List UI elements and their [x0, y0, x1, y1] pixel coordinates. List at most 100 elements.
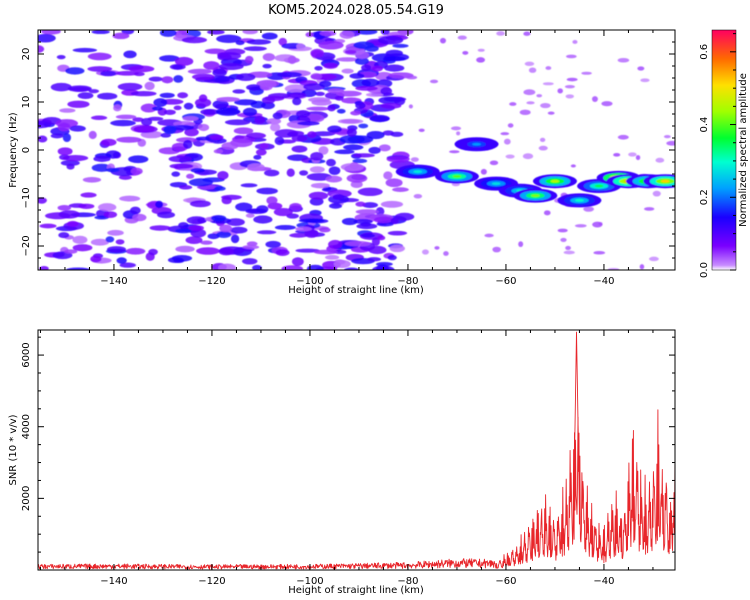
spectrogram-cell — [246, 39, 272, 45]
spectrogram-cell — [119, 262, 136, 268]
spectrogram-cell — [198, 94, 208, 103]
spectrogram-cell — [462, 50, 469, 55]
spectrogram-cell — [93, 155, 111, 162]
snr-x-tick-label: −120 — [198, 576, 225, 587]
spectrogram-cell — [106, 246, 127, 253]
spectrogram-cell — [355, 102, 366, 109]
spectrogram-cell — [175, 245, 195, 253]
spectrogram-cell — [505, 154, 515, 159]
spectrogram-cell — [536, 94, 543, 98]
spectrogram-cell — [113, 104, 122, 112]
spectrogram-cell — [197, 123, 210, 132]
spectrogram-cell — [87, 66, 113, 72]
spectrogram-cell — [355, 85, 378, 91]
spectrogram-cell — [311, 131, 336, 137]
spectrogram-cell — [350, 180, 363, 189]
spectrogram-cell — [39, 223, 57, 229]
spectrogram-cell — [179, 185, 193, 190]
spectrogram-cell — [59, 108, 76, 113]
spectrogram-cell — [389, 244, 405, 253]
spectrogram-cell — [286, 168, 295, 177]
spectrogram-x-tick-label: −80 — [397, 276, 418, 287]
spectrogram-cell — [390, 217, 399, 225]
spectrogram-cell — [328, 239, 343, 249]
spectrogram-ridge-cell — [491, 182, 501, 186]
spectrogram-cell — [422, 249, 429, 255]
spectrogram-cell — [241, 258, 258, 265]
spectrogram-cell — [666, 140, 675, 146]
spectrogram-cell — [369, 114, 390, 123]
spectrogram-ridge-cell — [575, 199, 584, 202]
spectrogram-cell — [116, 136, 142, 143]
spectrogram-cell — [289, 233, 308, 238]
spectrogram-cell — [287, 55, 297, 65]
spectrogram-cell — [378, 144, 391, 152]
spectrogram-cell — [334, 149, 355, 155]
spectrogram-y-tick-label: 0 — [21, 147, 32, 153]
spectrogram-cell — [457, 35, 467, 40]
spectrogram-cell — [413, 193, 423, 199]
spectrogram-cell — [323, 62, 338, 69]
spectrogram-cell — [57, 147, 73, 156]
spectrogram-cell — [173, 75, 184, 83]
spectrogram-cell — [613, 153, 621, 157]
spectrogram-cell — [236, 73, 256, 82]
spectrogram-cell — [160, 132, 172, 138]
spectrogram-cell — [635, 155, 641, 161]
spectrogram-cell — [344, 49, 357, 55]
spectrogram-cell — [663, 134, 671, 139]
spectrogram-cell — [325, 158, 336, 167]
snr-y-axis: 2000 4000 6000 — [21, 336, 675, 571]
spectrogram-cell — [132, 117, 144, 122]
spectrogram-cell — [62, 155, 89, 162]
spectrogram-cell — [601, 101, 613, 107]
spectrogram-cell — [118, 175, 132, 180]
spectrogram-cell — [319, 30, 337, 37]
snr-y-label: SNR (10 * v/v) — [8, 414, 19, 485]
spectrogram-cell — [377, 35, 404, 45]
spectrogram-x-tick-label: −40 — [593, 276, 614, 287]
spectrogram-cell — [492, 246, 501, 253]
spectrogram-cell — [306, 106, 330, 111]
spectrogram-cell — [215, 107, 241, 116]
spectrogram-cell — [172, 64, 184, 70]
spectrogram-cell — [63, 249, 78, 254]
snr-x-tick-label: −80 — [397, 576, 418, 587]
spectrogram-cell — [212, 99, 229, 109]
spectrogram-cell — [574, 224, 587, 228]
spectrogram-cell — [655, 157, 665, 163]
spectrogram-cell — [353, 41, 375, 49]
spectrogram-cell — [182, 116, 199, 122]
snr-y-tick-label: 4000 — [21, 414, 32, 439]
spectrogram-cell — [362, 202, 379, 209]
spectrogram-cell — [297, 121, 320, 126]
spectrogram-cell — [289, 203, 302, 211]
spectrogram-cell — [183, 102, 194, 110]
spectrogram-cell — [523, 31, 531, 36]
spectrogram-cell — [60, 159, 80, 167]
spectrogram-cell — [570, 164, 576, 168]
spectrogram-cell — [91, 30, 110, 35]
spectrogram-cell — [105, 236, 115, 243]
spectrogram-cell — [340, 163, 364, 171]
spectrogram-cell — [80, 192, 97, 198]
spectrogram-cell — [439, 37, 447, 44]
spectrogram-cell — [69, 125, 86, 132]
spectrogram-cell — [67, 85, 92, 92]
spectrogram-cell — [308, 97, 331, 103]
spectrogram-cell — [325, 175, 343, 183]
spectrogram-cell — [247, 163, 265, 172]
spectrogram-cell — [218, 263, 236, 270]
snr-x-axis: −140 −120 −100 −80 −60 −40 — [39, 330, 654, 587]
spectrogram-cell — [190, 168, 205, 173]
spectrogram-y-axis: −20 −10 0 10 20 — [21, 29, 675, 271]
spectrogram-cell — [593, 250, 606, 255]
spectrogram-cell — [221, 196, 232, 205]
spectrogram-cell — [183, 139, 193, 149]
spectrogram-cell — [98, 203, 117, 212]
spectrogram-cell — [284, 84, 308, 93]
spectrogram-cell — [212, 68, 227, 77]
spectrogram-cell — [640, 78, 650, 83]
spectrogram-cell — [652, 190, 661, 197]
